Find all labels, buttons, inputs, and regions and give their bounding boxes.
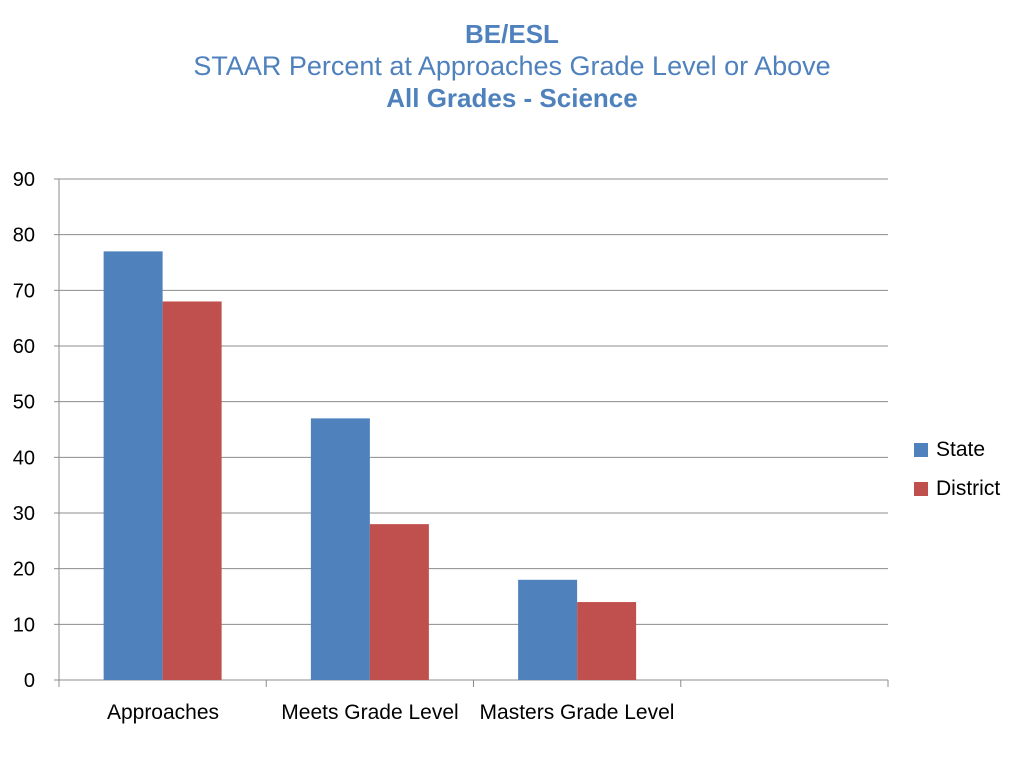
legend: State District xyxy=(914,430,1000,508)
title-line-1: BE/ESL xyxy=(465,19,559,49)
legend-swatch-state xyxy=(914,442,928,457)
y-tick-label: 90 xyxy=(13,169,35,191)
y-tick-label: 60 xyxy=(13,336,35,358)
legend-item-district: District xyxy=(914,469,1000,508)
y-tick-label: 0 xyxy=(24,670,35,692)
legend-item-state: State xyxy=(914,430,1000,469)
category-label-approaches: Approaches xyxy=(106,701,220,724)
bar-district-1 xyxy=(369,524,429,680)
category-label-masters: Masters Grade Level xyxy=(479,701,675,724)
bar-state-2 xyxy=(518,579,578,680)
y-tick-label: 80 xyxy=(13,225,35,247)
legend-label-state: State xyxy=(936,437,986,461)
title-line-2: STAAR Percent at Approaches Grade Level … xyxy=(193,51,831,81)
bar-district-0 xyxy=(162,301,222,680)
chart-title: BE/ESL STAAR Percent at Approaches Grade… xyxy=(0,18,1024,114)
y-tick-label: 10 xyxy=(13,614,35,636)
bar-district-2 xyxy=(577,602,637,680)
bar-state-0 xyxy=(103,251,163,680)
category-label-meets: Meets Grade Level xyxy=(281,701,459,724)
y-tick-label: 20 xyxy=(13,559,35,581)
title-line-3: All Grades - Science xyxy=(386,83,638,113)
legend-swatch-district xyxy=(914,481,928,496)
y-tick-label: 70 xyxy=(13,280,35,302)
legend-label-district: District xyxy=(936,476,1001,500)
y-tick-label: 30 xyxy=(13,503,35,525)
y-tick-label: 40 xyxy=(13,447,35,469)
y-tick-label: 50 xyxy=(13,392,35,414)
bar-state-1 xyxy=(310,418,370,680)
